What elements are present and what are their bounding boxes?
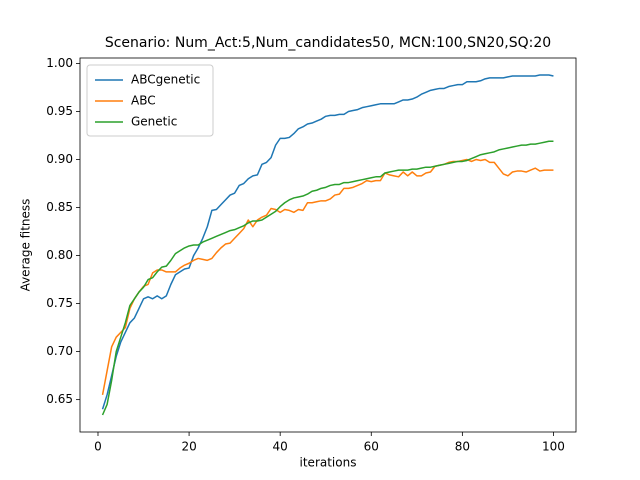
x-tick-label: 60 [364, 440, 379, 454]
y-tick-label: 0.75 [46, 296, 73, 310]
y-tick-label: 0.80 [46, 248, 73, 262]
y-axis-label: Average fitness [19, 199, 33, 292]
line-series [101, 158, 554, 395]
x-axis-label: iterations [300, 456, 357, 470]
x-tick-label: 80 [455, 440, 470, 454]
y-tick-label: 1.00 [46, 56, 73, 70]
line-series [101, 140, 554, 416]
y-tick-label: 0.95 [46, 104, 73, 118]
legend-label: ABCgenetic [131, 73, 200, 87]
y-tick-label: 0.85 [46, 200, 73, 214]
x-tick-label: 20 [181, 440, 196, 454]
y-tick-label: 0.70 [46, 344, 73, 358]
x-tick-label: 100 [542, 440, 565, 454]
legend-label: ABC [131, 94, 156, 108]
line-series [101, 74, 554, 410]
x-tick-label: 40 [273, 440, 288, 454]
legend-label: Genetic [131, 115, 177, 129]
legend-box [86, 64, 214, 137]
y-tick-label: 0.90 [46, 152, 73, 166]
x-tick-label: 0 [94, 440, 102, 454]
y-tick-label: 0.65 [46, 392, 73, 406]
chart-title: Scenario: Num_Act:5,Num_candidates50, MC… [105, 35, 551, 51]
axes-frame [79, 57, 577, 433]
